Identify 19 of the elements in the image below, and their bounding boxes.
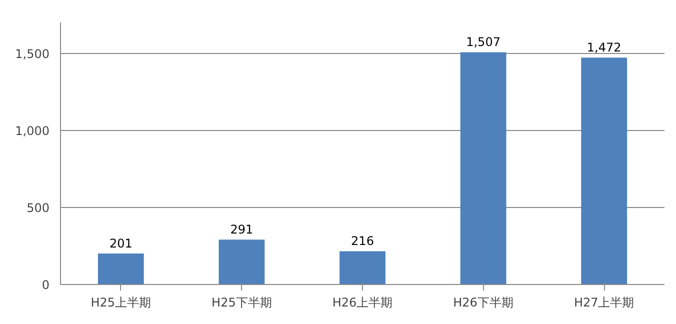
bar: [581, 58, 628, 284]
data-label: 216: [351, 234, 374, 248]
data-label: 201: [109, 236, 132, 251]
data-label: 1,507: [466, 35, 500, 50]
x-tick-label: H27上半期: [574, 296, 634, 310]
bar: [460, 52, 506, 284]
x-tick-label: H26上半期: [332, 296, 393, 310]
y-tick-label: 500: [26, 200, 50, 215]
x-tick-label: H25上半期: [90, 296, 152, 310]
x-tick-label: H25下半期: [212, 296, 272, 310]
bar: [98, 254, 144, 284]
y-tick-label: 1,000: [15, 124, 50, 138]
data-label: 1,472: [586, 40, 622, 55]
x-tick-label: H26下半期: [453, 296, 514, 310]
bar: [218, 240, 265, 284]
data-label: 291: [230, 222, 254, 237]
y-tick-label: 1,500: [15, 46, 50, 61]
y-tick-label: 0: [42, 278, 50, 292]
bar: [340, 251, 386, 284]
